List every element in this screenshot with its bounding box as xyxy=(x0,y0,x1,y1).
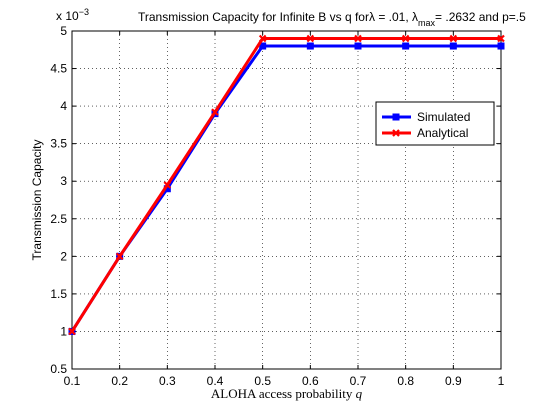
y-tick-label: 4.5 xyxy=(50,62,67,76)
data-point-simulated xyxy=(163,185,171,193)
y-tick-label: 2 xyxy=(60,249,67,263)
x-tick-label: 0.8 xyxy=(397,374,414,388)
y-tick-label: 5 xyxy=(60,24,67,38)
x-tick-label: 0.7 xyxy=(350,374,367,388)
y-tick-label: 2.5 xyxy=(50,212,67,226)
data-point-analytical xyxy=(306,34,315,43)
data-point-analytical xyxy=(449,34,458,43)
legend-box xyxy=(375,101,495,146)
legend-label-analytical: Analytical xyxy=(417,126,468,140)
grid-lines xyxy=(72,31,501,369)
x-tick-label: 0.3 xyxy=(159,374,176,388)
data-point-analytical xyxy=(497,34,505,43)
data-point-simulated xyxy=(354,42,362,50)
x-axis-ticks: 0.1 0.2 0.3 0.4 0.5 0.6 0.7 0.8 0.9 1 xyxy=(64,31,505,388)
x-tick-label: 0.2 xyxy=(111,374,128,388)
y-tick-label: 3 xyxy=(60,174,67,188)
legend: Simulated Analytical xyxy=(375,101,495,146)
x-tick-label: 0.1 xyxy=(64,374,81,388)
legend-marker-simulated xyxy=(392,113,400,121)
data-point-analytical xyxy=(258,34,267,43)
y-tick-label: 3.5 xyxy=(50,137,67,151)
data-point-simulated xyxy=(259,42,267,50)
x-axis-label: ALOHA access probability q xyxy=(211,386,363,401)
data-point-analytical xyxy=(163,181,172,189)
data-point-analytical xyxy=(68,327,76,336)
y-tick-label: 4 xyxy=(60,99,67,113)
data-point-simulated xyxy=(306,42,314,50)
data-point-simulated xyxy=(497,42,505,50)
series-layer xyxy=(68,34,505,336)
y-axis-ticks: 0.5 1 1.5 2 2.5 3 3.5 4 4.5 5 xyxy=(50,24,501,376)
x-tick-label: 0.9 xyxy=(445,374,462,388)
data-point-simulated xyxy=(402,42,410,50)
y-tick-label: 0.5 xyxy=(50,362,67,376)
y-multiplier: x 10−3 xyxy=(56,7,89,23)
data-point-analytical xyxy=(115,252,124,261)
y-axis-label: Transmission Capacity xyxy=(30,140,44,261)
data-point-simulated xyxy=(449,42,457,50)
legend-marker-analytical xyxy=(392,129,400,137)
legend-label-simulated: Simulated xyxy=(417,110,470,124)
series-line-analytical xyxy=(70,37,501,333)
x-tick-label: 0.5 xyxy=(254,374,271,388)
data-point-analytical xyxy=(354,34,362,43)
x-tick-label: 0.6 xyxy=(302,374,319,388)
data-point-analytical xyxy=(401,34,410,43)
x-tick-label: 0.4 xyxy=(207,374,224,388)
y-tick-label: 1 xyxy=(60,324,67,338)
data-point-analytical xyxy=(211,108,219,116)
x-tick-label: 1 xyxy=(498,374,505,388)
plot-frame xyxy=(71,30,502,370)
chart-title: Transmission Capacity for Infinite B vs … xyxy=(138,10,526,28)
y-tick-label: 1.5 xyxy=(50,287,67,301)
